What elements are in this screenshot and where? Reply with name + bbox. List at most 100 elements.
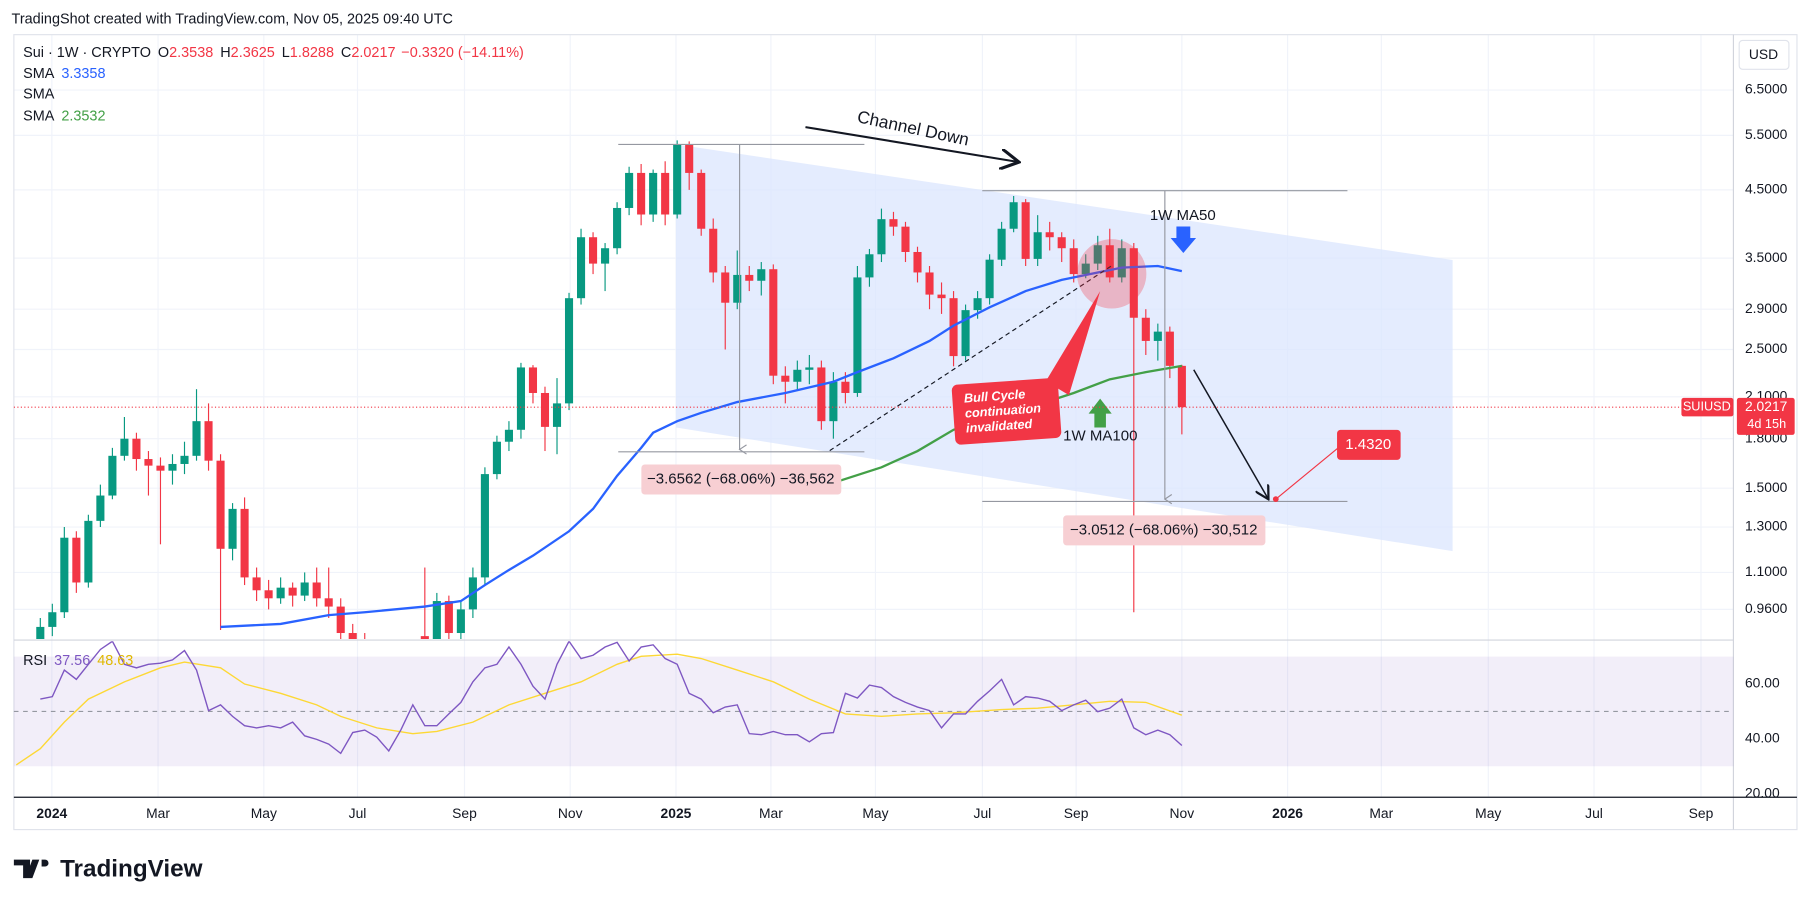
candle-body — [216, 460, 225, 549]
sma-legend: SMA — [23, 87, 55, 103]
sma-value: 3.3358 — [61, 66, 105, 82]
last-price-box — [1736, 397, 1795, 435]
y-tick-label: 1.5000 — [1745, 479, 1788, 495]
x-tick-label: 2026 — [1272, 805, 1303, 821]
ohlc-key: L — [282, 45, 290, 61]
candle-body — [745, 274, 754, 281]
x-tick-label: Sep — [1689, 805, 1714, 821]
x-tick-label: 2024 — [36, 805, 67, 821]
currency[interactable]: USD — [1749, 46, 1778, 62]
ohlc-legend: Sui · 1W · CRYPTO O2.3538 H2.3625 L1.8288 C2… — [23, 45, 524, 61]
ohlc-value: 2.3625 — [231, 45, 275, 61]
candle-body — [985, 259, 994, 299]
channel-label: Channel Down — [856, 106, 971, 149]
candle-body — [192, 421, 201, 456]
ma100-arrow — [1088, 398, 1112, 428]
candle-body — [937, 294, 946, 299]
candle-body — [1153, 331, 1162, 341]
candle-body — [997, 228, 1006, 260]
y-tick-label: 5.5000 — [1745, 126, 1788, 142]
countdown: 4d 15h — [1747, 416, 1786, 431]
candle-body — [288, 587, 297, 596]
y-tick-label: 2.5000 — [1745, 340, 1788, 356]
y-tick-label: 3.5000 — [1745, 249, 1788, 265]
x-tick-label: 2025 — [661, 805, 692, 821]
y-tick-label: 1.3000 — [1745, 518, 1788, 534]
candle-body — [673, 144, 682, 215]
candle-body — [961, 310, 970, 357]
ma50-label: 1W MA50 — [1150, 207, 1216, 224]
x-tick-label: Sep — [452, 805, 477, 821]
ohlc-key: H — [220, 45, 230, 61]
channel-area — [676, 144, 1453, 552]
candle-body — [540, 392, 550, 427]
footer-logo: TradingView — [13, 855, 203, 882]
symbol: Sui · 1W · CRYPTO — [23, 45, 151, 61]
candle-body — [901, 226, 910, 252]
ohlc-value: 2.0217 — [351, 45, 395, 61]
ticker-box — [1681, 397, 1734, 417]
candle-body — [601, 248, 610, 264]
y-tick-label: 2.9000 — [1745, 300, 1788, 316]
candle-body — [276, 587, 285, 599]
highlight-circle — [1077, 239, 1147, 309]
candle-body — [132, 438, 141, 460]
candle-body — [36, 626, 45, 639]
candle-body — [300, 582, 309, 596]
candle-body — [204, 421, 213, 461]
candle-body — [877, 219, 886, 255]
candle-body — [528, 367, 538, 393]
candle-body — [1045, 232, 1054, 238]
target-line — [1275, 445, 1341, 500]
ohlc-value: 1.8288 — [290, 45, 334, 61]
x-tick-label: Jul — [974, 805, 992, 821]
sma-value: 2.3532 — [61, 109, 105, 125]
rsi-tick-label: 60.00 — [1745, 675, 1780, 691]
candle-body — [637, 172, 646, 215]
currency-box[interactable] — [1738, 39, 1790, 70]
candle-body — [649, 172, 658, 215]
callout: Bull Cycle continuation invalidated — [951, 291, 1101, 445]
x-tick-label: Mar — [759, 805, 783, 821]
candle-body — [805, 367, 814, 370]
candle-body — [1069, 248, 1078, 275]
measure-box — [641, 464, 842, 495]
candle-body — [96, 495, 105, 521]
candle-body — [264, 590, 273, 599]
candle-body — [625, 172, 634, 208]
candle-body — [480, 474, 489, 578]
candle-body — [757, 269, 766, 281]
candle-body — [420, 636, 429, 639]
ma100-label: 1W MA100 — [1063, 428, 1137, 445]
measure-label: −3.6562 (−68.06%) −36,562 — [647, 470, 834, 487]
candle-body — [1117, 248, 1126, 278]
channel-arrow — [805, 126, 1016, 162]
x-tick-label: Nov — [558, 805, 583, 821]
candle-body — [817, 367, 826, 422]
candle-body — [552, 403, 562, 427]
candle-body — [949, 298, 958, 357]
rsi-lines — [15, 641, 1183, 766]
x-tick-label: May — [251, 805, 277, 821]
candle-body — [613, 207, 622, 249]
y-tick-label: 0.9600 — [1745, 600, 1788, 616]
candle-body — [781, 375, 790, 382]
candle-body — [589, 237, 598, 264]
candle-body — [168, 463, 177, 471]
candle-body — [120, 438, 129, 456]
candle-body — [504, 429, 513, 442]
candle-body — [324, 598, 333, 607]
x-tick-label: Jul — [1585, 805, 1603, 821]
rsi-value: 37.56 — [54, 653, 90, 669]
candle-body — [1057, 237, 1066, 249]
y-tick-label: 1.1000 — [1745, 563, 1788, 579]
sma-line — [220, 264, 1183, 629]
logo-mark — [13, 859, 49, 879]
ma50-arrow — [1170, 226, 1197, 254]
target-box — [1337, 429, 1401, 460]
target-label: 1.4320 — [1345, 436, 1391, 453]
ohlc-key: O — [158, 45, 169, 61]
ohlc-value: 2.3538 — [169, 45, 213, 61]
frame — [13, 34, 1798, 831]
